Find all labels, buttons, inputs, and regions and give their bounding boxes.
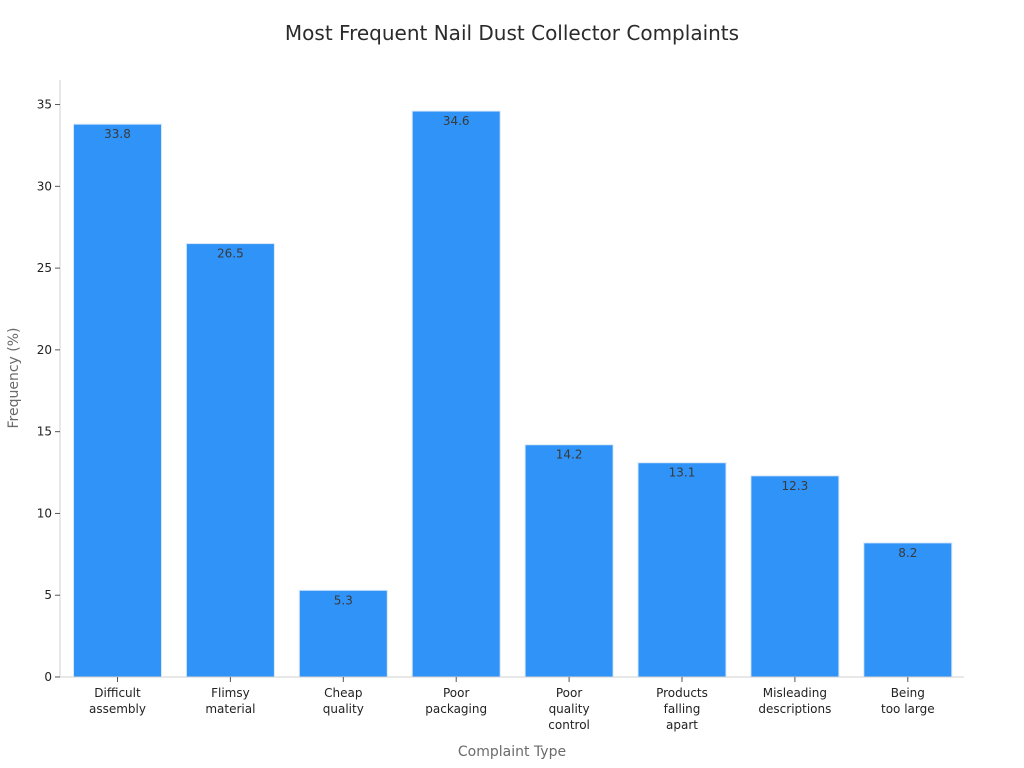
bar	[73, 123, 162, 678]
y-tick-label: 35	[37, 98, 52, 112]
x-tick-label: Poor packaging	[425, 686, 487, 716]
y-tick-label: 0	[44, 670, 52, 684]
x-tick-label: Poor quality control	[548, 686, 590, 732]
x-tick-label: Cheap quality	[323, 686, 364, 716]
y-tick-label: 15	[37, 425, 52, 439]
y-axis-title: Frequency (%)	[6, 327, 22, 428]
bar	[185, 243, 275, 678]
bar	[863, 542, 953, 678]
data-label: 34.6	[443, 114, 470, 128]
bar	[524, 444, 614, 678]
data-label: 26.5	[217, 247, 244, 261]
x-tick-label: Misleading descriptions	[758, 686, 831, 716]
y-tick-label: 5	[44, 588, 52, 602]
x-tick-label: Being too large	[881, 686, 935, 716]
y-tick-label: 20	[37, 343, 52, 357]
chart-title: Most Frequent Nail Dust Collector Compla…	[285, 21, 739, 45]
x-tick-label: Flimsy material	[205, 686, 255, 716]
data-label: 5.3	[334, 593, 353, 607]
data-label: 33.8	[104, 127, 131, 141]
y-tick-label: 10	[37, 506, 52, 520]
x-ticks-group: Difficult assembly Flimsy material Cheap qual…	[89, 677, 935, 732]
bar	[411, 110, 501, 678]
bar	[637, 462, 727, 678]
data-label: 12.3	[782, 479, 809, 493]
data-label: 14.2	[556, 448, 583, 462]
data-label: 13.1	[669, 466, 696, 480]
data-label: 8.2	[898, 546, 917, 560]
bar	[298, 589, 388, 678]
x-tick-label: Products falling apart	[656, 686, 708, 732]
bar	[750, 475, 840, 678]
y-ticks-group: 0 5 10 15 20 25 30 35	[37, 98, 60, 684]
x-axis-title: Complaint Type	[458, 744, 566, 760]
y-tick-label: 25	[37, 261, 52, 275]
data-labels-group: 33.8 26.5 5.3 34.6 14.2 13.1 12.3 8.2	[104, 114, 917, 607]
y-tick-label: 30	[37, 179, 52, 193]
x-tick-label: Difficult assembly	[89, 686, 146, 716]
bars-group	[73, 110, 953, 678]
axes-group	[59, 80, 964, 678]
